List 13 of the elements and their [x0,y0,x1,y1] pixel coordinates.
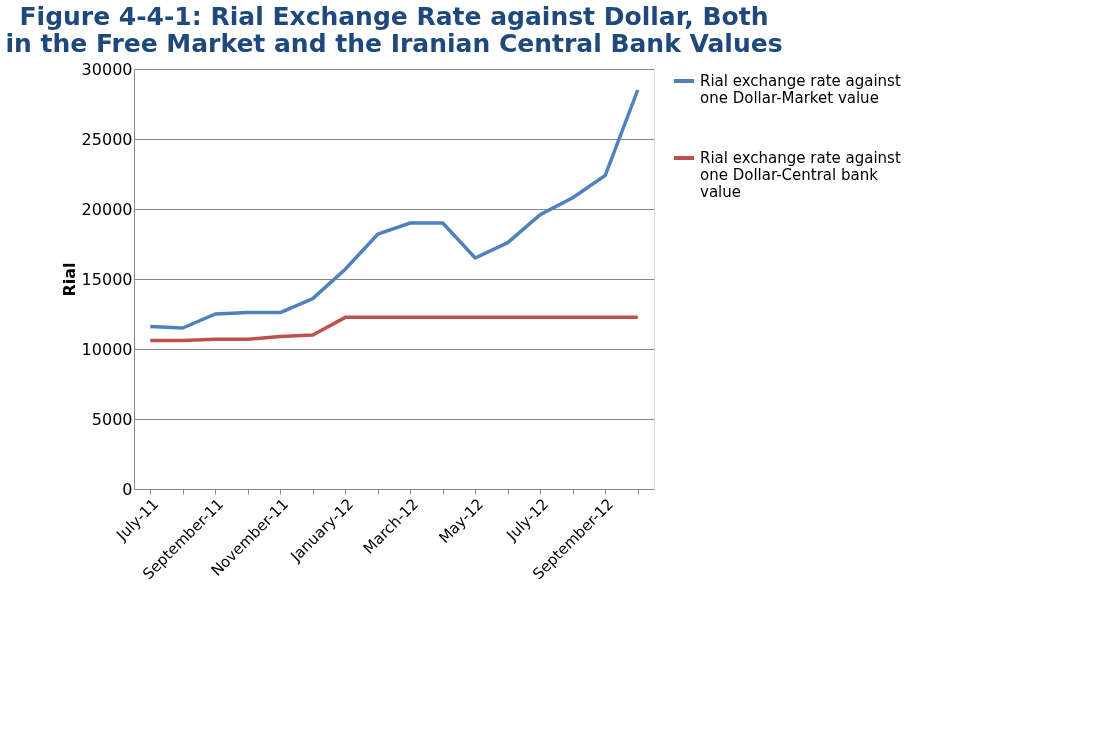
y-tick-label: 20000 [81,199,133,219]
line-series [148,315,640,343]
y-tick-label: 15000 [81,269,133,289]
line-series [148,88,640,330]
y-tick-label: 30000 [81,59,133,79]
y-tick-label: 0 [122,479,133,499]
y-tick-label: 10000 [81,339,133,359]
y-tick-label: 25000 [81,129,133,149]
y-axis-title: Rial [59,262,79,297]
chart-title: Figure 4-4-1: Rial Exchange Rate against Dollar, Both in the Free Market and the Iranian Central Bank Values [5,2,783,58]
legend-label: Rial exchange rate against one Dollar-Central bank value [700,149,901,201]
y-tick-label: 5000 [91,409,133,429]
legend-label: Rial exchange rate against one Dollar-Market value [700,72,901,107]
